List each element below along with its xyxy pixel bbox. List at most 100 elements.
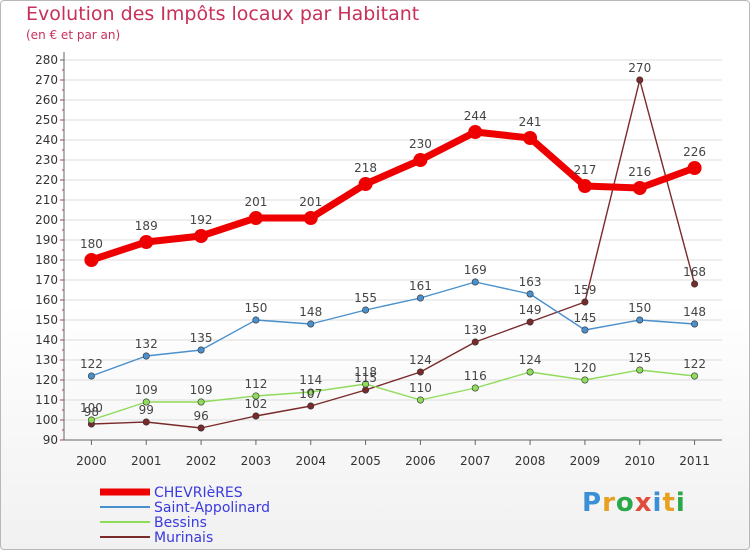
chart-subtitle: (en € et par an) [26,28,121,42]
data-label: 201 [244,195,267,209]
data-point [468,125,483,139]
data-point [139,235,154,249]
y-tick-label: 170 [35,273,58,287]
series-line-bessins [90,369,696,421]
data-point [526,290,534,298]
data-point [523,131,538,145]
data-label: 150 [244,301,267,315]
data-point [581,326,589,334]
axes [63,52,722,441]
y-tick-label: 160 [35,293,58,307]
y-tick-label: 240 [35,133,58,147]
data-label: 116 [464,369,487,383]
data-point [362,306,370,314]
y-tick-label: 180 [35,253,58,267]
data-label: 218 [354,161,377,175]
data-label: 124 [519,353,542,367]
legend-label: CHEVRIèRES [154,485,243,501]
y-tick-label: 190 [35,233,58,247]
data-point [87,416,95,424]
data-label: 120 [573,361,596,375]
data-point [636,366,644,374]
data-label: 109 [135,383,158,397]
data-point [142,398,150,406]
x-tick-label: 2003 [241,454,272,468]
data-point [416,368,424,376]
data-point [416,294,424,302]
x-tick-label: 2010 [624,454,655,468]
data-label: 145 [573,311,596,325]
x-tick-label: 2008 [515,454,546,468]
data-label: 169 [464,263,487,277]
data-label: 118 [354,365,377,379]
y-tick-label: 270 [35,73,58,87]
data-point [526,368,534,376]
data-point [197,346,205,354]
data-label: 159 [573,283,596,297]
legend-label: Murinais [154,530,213,546]
data-label: 109 [190,383,213,397]
data-point [471,338,479,346]
data-point [471,384,479,392]
series-line-saint-appolinard [90,281,696,377]
x-tick-label: 2007 [460,454,491,468]
data-point [581,376,589,384]
data-label: 192 [190,213,213,227]
data-label: 135 [190,331,213,345]
data-label: 125 [628,351,651,365]
data-label: 124 [409,353,432,367]
data-point [581,298,589,306]
x-tick-label: 2009 [570,454,601,468]
data-point [636,76,644,84]
data-point [691,320,699,328]
y-tick-label: 250 [35,113,58,127]
data-label: 244 [464,109,487,123]
data-point [307,320,315,328]
data-label: 148 [299,305,322,319]
logo-letter: i [675,488,686,518]
data-label: 100 [80,401,103,415]
data-label: 230 [409,137,432,151]
data-label: 149 [519,303,542,317]
data-labels: 98 99 96 102 107 115 124 139 149 159 270 168 100 109 1… [80,61,706,423]
logo-letter: o [615,488,635,518]
x-tick-label: 2004 [295,454,326,468]
data-label: 112 [244,377,267,391]
y-tick-label: 120 [35,373,58,387]
data-point [362,386,370,394]
logo-letter: P [582,488,603,518]
data-point [252,392,260,400]
x-tick-label: 2002 [186,454,217,468]
data-label: 161 [409,279,432,293]
data-point [636,316,644,324]
y-tick-label: 150 [35,313,58,327]
data-label: 168 [683,265,706,279]
data-point [577,179,592,193]
data-point [358,177,373,191]
data-point [416,396,424,404]
data-label: 99 [139,403,154,417]
data-label: 163 [519,275,542,289]
data-point [413,153,428,167]
x-tick-label: 2006 [405,454,436,468]
y-tick-label: 140 [35,333,58,347]
y-tick-label: 130 [35,353,58,367]
x-axis-ticks: 2000 2001 2002 2003 2004 2005 2006 2007 2008 2009… [76,440,710,468]
series-line-murinais [90,79,696,429]
data-point [197,424,205,432]
y-tick-label: 260 [35,93,58,107]
data-point [307,388,315,396]
data-label: 122 [683,357,706,371]
legend-label: Saint-Appolinard [154,500,270,516]
grid-lines [64,59,722,441]
data-label: 180 [80,237,103,251]
data-point [307,402,315,410]
data-point [142,418,150,426]
y-axis-ticks: 90 100 110 120 130 140 150 160 170 180 190 200 210 22… [35,53,64,447]
series-layer [84,76,702,432]
y-tick-label: 100 [35,413,58,427]
x-tick-label: 2001 [131,454,162,468]
data-point [252,316,260,324]
